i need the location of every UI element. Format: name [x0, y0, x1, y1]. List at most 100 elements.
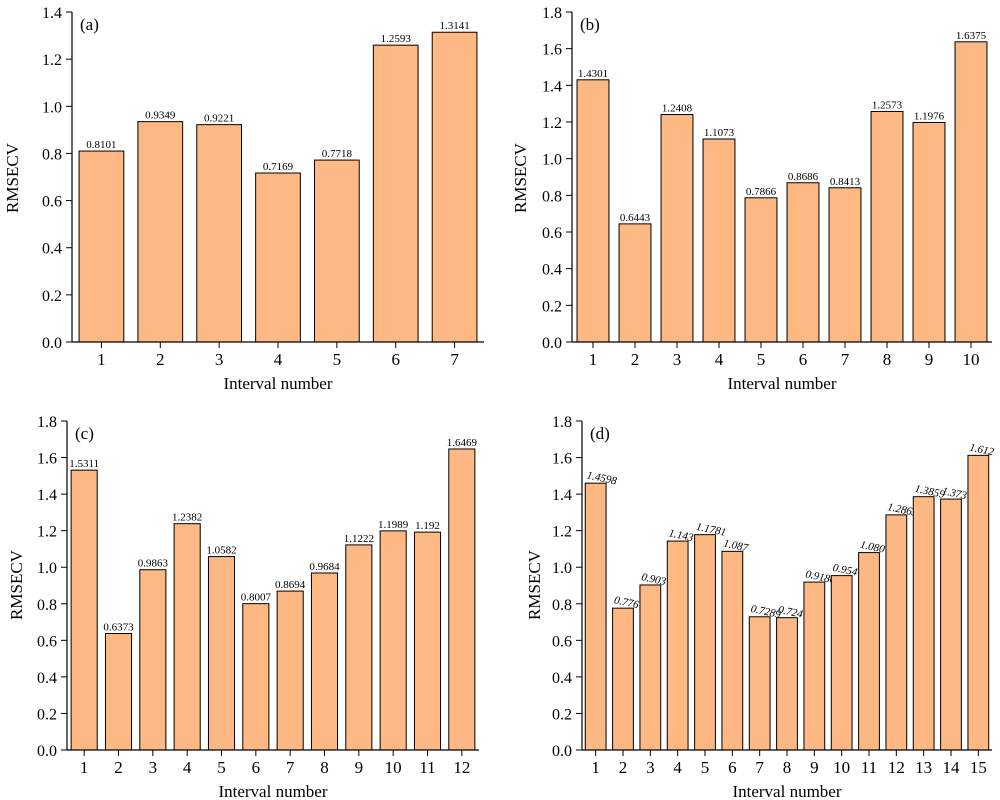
bar	[940, 498, 962, 751]
x-tick-label: 9	[925, 350, 934, 369]
bar	[885, 514, 908, 751]
bar	[137, 121, 184, 343]
bar	[912, 496, 935, 751]
y-tick-label: 0.2	[37, 706, 57, 723]
bar-value-label: 0.6443	[620, 212, 651, 224]
y-tick-label: 0.0	[42, 335, 62, 352]
bar-value-label: 0.6373	[103, 622, 134, 634]
y-tick-label: 0.0	[37, 743, 57, 760]
x-tick-label: 7	[755, 758, 764, 777]
bar-value-label: 1.373	[941, 485, 968, 502]
y-tick-label: 0.4	[37, 670, 57, 687]
bar	[660, 114, 694, 343]
x-tick-label: 11	[861, 758, 877, 777]
x-tick-label: 5	[217, 758, 226, 777]
x-tick-label: 2	[619, 758, 628, 777]
y-tick-label: 1.8	[37, 414, 57, 431]
y-tick-label: 1.4	[542, 78, 562, 95]
panel-a: 0.0 0.2 0.4 0.6 0.8 1.0 1.2 1.4 0.8101 1 0.9349 2 0.…	[3, 5, 484, 393]
y-tick-label: 0.4	[552, 670, 572, 687]
bar-value-label: 0.776	[613, 594, 640, 611]
bar	[207, 556, 236, 751]
y-tick-label: 1.4	[552, 487, 572, 504]
panel-d: 0.00.20.40.60.81.01.21.41.61.81.459810.7…	[525, 414, 996, 800]
y-tick-label: 0.4	[42, 241, 62, 258]
x-tick-label: 1	[80, 758, 89, 777]
y-tick-label: 1.0	[42, 99, 62, 116]
bar	[858, 552, 880, 751]
x-tick-label: 8	[783, 758, 792, 777]
bar	[379, 530, 407, 751]
y-tick-label: 0.8	[552, 597, 572, 614]
y-tick-label: 1.8	[552, 414, 572, 431]
bar-value-label: 1.2573	[872, 99, 903, 111]
bar	[612, 607, 634, 751]
x-tick-label: 9	[810, 758, 819, 777]
x-tick-label: 4	[274, 350, 283, 369]
bar	[78, 150, 125, 343]
bar	[255, 172, 301, 343]
y-axis-label: RMSECV	[3, 142, 22, 213]
bar-value-label: 1.2593	[381, 33, 412, 45]
x-tick-label: 6	[391, 350, 400, 369]
bar	[584, 482, 607, 751]
bar	[576, 79, 610, 343]
bar-value-label: 1.1976	[914, 110, 945, 122]
bar	[721, 550, 744, 751]
panel-c: 0.0 0.2 0.4 0.6 0.8 1.0 1.2 1.4 1.6 1.8 1.5311 1 0.6…	[7, 414, 479, 800]
x-tick-label: 6	[728, 758, 737, 777]
bar	[967, 454, 990, 751]
bar	[345, 544, 373, 751]
bar-value-label: 0.9863	[138, 558, 169, 570]
bar	[618, 223, 652, 343]
bar-value-label: 1.6375	[956, 30, 987, 42]
x-tick-label: 7	[286, 758, 295, 777]
y-tick-label: 1.4	[42, 5, 62, 22]
y-tick-label: 1.2	[37, 524, 57, 541]
x-tick-label: 1	[97, 350, 106, 369]
bar-value-label: 1.1989	[378, 519, 409, 531]
panel-label: (d)	[590, 424, 610, 443]
x-tick-label: 5	[701, 758, 710, 777]
x-tick-label: 5	[333, 350, 342, 369]
x-tick-label: 4	[715, 350, 724, 369]
y-tick-label: 0.0	[552, 743, 572, 760]
bar-value-label: 1.0582	[206, 545, 236, 557]
bar-value-label: 1.2408	[662, 103, 693, 115]
y-tick-label: 1.6	[552, 451, 572, 468]
bar	[448, 448, 476, 751]
x-tick-label: 2	[631, 350, 640, 369]
bar-value-label: 1.2382	[172, 512, 202, 524]
y-tick-label: 0.2	[552, 706, 572, 723]
bar-value-label: 1.1073	[704, 127, 735, 139]
x-tick-label: 3	[149, 758, 158, 777]
bar	[372, 44, 419, 343]
x-tick-label: 13	[915, 758, 932, 777]
y-tick-label: 0.6	[37, 633, 57, 650]
x-axis-label: Interval number	[727, 374, 836, 393]
y-tick-label: 0.4	[542, 262, 562, 279]
bar-value-label: 0.7718	[322, 148, 353, 160]
bar	[431, 31, 478, 343]
x-axis-label: Interval number	[732, 782, 841, 800]
y-tick-label: 0.6	[552, 633, 572, 650]
bar	[954, 41, 988, 343]
x-tick-label: 14	[943, 758, 961, 777]
x-tick-label: 1	[589, 350, 598, 369]
bar-value-label: 0.7169	[263, 161, 294, 173]
bar	[242, 603, 270, 751]
x-tick-label: 12	[453, 758, 470, 777]
bar-value-label: 0.8101	[86, 139, 116, 151]
bar-value-label: 0.9349	[145, 110, 176, 122]
x-tick-label: 1	[591, 758, 600, 777]
bar	[413, 531, 442, 751]
x-tick-label: 4	[673, 758, 682, 777]
y-tick-label: 1.8	[542, 5, 562, 22]
bar-value-label: 0.9221	[204, 113, 234, 125]
x-tick-label: 9	[355, 758, 364, 777]
y-tick-label: 0.6	[42, 194, 62, 211]
bar-value-label: 0.8413	[830, 176, 861, 188]
x-tick-label: 3	[215, 350, 224, 369]
y-tick-label: 1.6	[542, 42, 562, 59]
